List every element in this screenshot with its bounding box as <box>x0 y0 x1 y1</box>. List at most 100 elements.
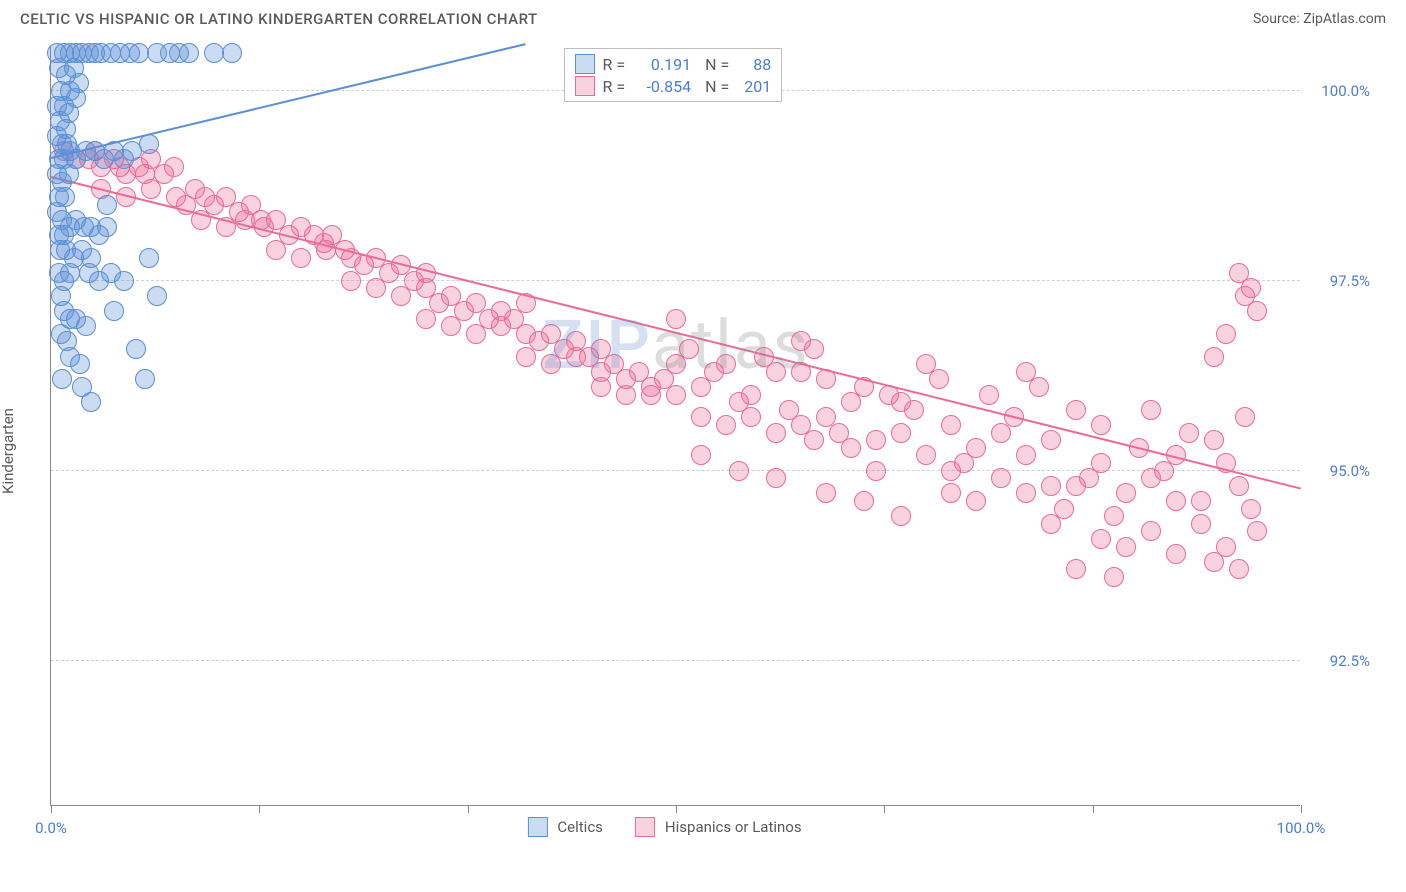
data-point-hispanics <box>1091 453 1111 473</box>
data-point-celtics <box>70 354 90 374</box>
data-point-hispanics <box>691 407 711 427</box>
data-point-hispanics <box>1104 567 1124 587</box>
data-point-hispanics <box>1041 514 1061 534</box>
y-tick-label: 100.0% <box>1321 82 1370 100</box>
data-point-celtics <box>97 217 117 237</box>
data-point-hispanics <box>991 423 1011 443</box>
data-point-hispanics <box>1204 347 1224 367</box>
x-tick <box>676 805 677 813</box>
data-point-hispanics <box>666 385 686 405</box>
data-point-hispanics <box>1016 362 1036 382</box>
data-point-celtics <box>135 369 155 389</box>
data-point-hispanics <box>1235 407 1255 427</box>
y-tick-label: 95.0% <box>1330 462 1370 480</box>
data-point-hispanics <box>1091 529 1111 549</box>
data-point-hispanics <box>766 468 786 488</box>
data-point-hispanics <box>441 316 461 336</box>
gridline <box>51 280 1300 281</box>
data-point-hispanics <box>941 483 961 503</box>
data-point-hispanics <box>566 347 586 367</box>
legend-label-hispanics: Hispanics or Latinos <box>665 818 802 836</box>
data-point-celtics <box>66 88 86 108</box>
data-point-hispanics <box>716 354 736 374</box>
chart-title: CELTIC VS HISPANIC OR LATINO KINDERGARTE… <box>20 10 538 28</box>
y-tick-label: 92.5% <box>1330 652 1370 670</box>
data-point-hispanics <box>1066 559 1086 579</box>
data-point-hispanics <box>941 461 961 481</box>
data-point-hispanics <box>1041 476 1061 496</box>
data-point-hispanics <box>1216 324 1236 344</box>
y-axis-label: Kindergarten <box>0 408 17 494</box>
legend-swatch-hispanics <box>635 817 655 837</box>
data-point-hispanics <box>1066 476 1086 496</box>
data-point-hispanics <box>741 385 761 405</box>
data-point-hispanics <box>1166 491 1186 511</box>
stats-n-label: N = <box>705 55 729 74</box>
data-point-celtics <box>76 316 96 336</box>
data-point-hispanics <box>804 339 824 359</box>
stats-n-label: N = <box>705 77 729 96</box>
data-point-hispanics <box>766 423 786 443</box>
data-point-hispanics <box>466 324 486 344</box>
data-point-hispanics <box>679 339 699 359</box>
data-point-hispanics <box>641 385 661 405</box>
data-point-hispanics <box>766 362 786 382</box>
data-point-hispanics <box>941 415 961 435</box>
data-point-hispanics <box>1191 514 1211 534</box>
x-tick-label: 0.0% <box>35 819 67 837</box>
data-point-hispanics <box>366 278 386 298</box>
chart-source: Source: ZipAtlas.com <box>1253 11 1386 27</box>
data-point-hispanics <box>691 445 711 465</box>
data-point-hispanics <box>841 438 861 458</box>
data-point-hispanics <box>916 354 936 374</box>
data-point-celtics <box>60 263 80 283</box>
legend-bottom: CelticsHispanics or Latinos <box>527 817 823 837</box>
data-point-hispanics <box>854 491 874 511</box>
data-point-hispanics <box>966 438 986 458</box>
x-tick <box>1093 805 1094 813</box>
data-point-hispanics <box>891 423 911 443</box>
x-tick <box>1301 805 1302 813</box>
data-point-celtics <box>147 286 167 306</box>
data-point-hispanics <box>741 407 761 427</box>
x-tick <box>51 805 52 813</box>
x-tick-label: 100.0% <box>1277 819 1326 837</box>
data-point-hispanics <box>1116 483 1136 503</box>
data-point-hispanics <box>1104 506 1124 526</box>
data-point-hispanics <box>1204 430 1224 450</box>
data-point-hispanics <box>866 430 886 450</box>
data-point-hispanics <box>1229 476 1249 496</box>
stats-r-label: R = <box>603 77 626 96</box>
data-point-hispanics <box>1204 552 1224 572</box>
data-point-hispanics <box>991 468 1011 488</box>
stats-r-label: R = <box>603 55 626 74</box>
data-point-hispanics <box>491 316 511 336</box>
data-point-hispanics <box>1229 559 1249 579</box>
data-point-hispanics <box>1016 445 1036 465</box>
stats-row: R =0.191N =88 <box>575 53 772 75</box>
data-point-hispanics <box>816 483 836 503</box>
legend-swatch-celtics <box>575 54 595 74</box>
data-point-hispanics <box>1241 499 1261 519</box>
data-point-hispanics <box>666 309 686 329</box>
data-point-celtics <box>126 339 146 359</box>
legend-swatch-hispanics <box>575 76 595 96</box>
x-tick <box>468 805 469 813</box>
data-point-hispanics <box>141 179 161 199</box>
data-point-celtics <box>52 369 72 389</box>
stats-r-value: -0.854 <box>633 77 691 96</box>
data-point-hispanics <box>916 445 936 465</box>
data-point-hispanics <box>966 491 986 511</box>
data-point-celtics <box>81 392 101 412</box>
data-point-celtics <box>179 43 199 63</box>
data-point-hispanics <box>541 354 561 374</box>
data-point-celtics <box>222 43 242 63</box>
stats-row: R =-0.854N =201 <box>575 75 772 97</box>
y-tick-label: 97.5% <box>1330 272 1370 290</box>
data-point-hispanics <box>979 385 999 405</box>
data-point-celtics <box>104 301 124 321</box>
data-point-hispanics <box>891 506 911 526</box>
data-point-hispanics <box>1016 483 1036 503</box>
plot-area: 92.5%95.0%97.5%100.0%0.0%100.0%ZIPatlasR… <box>50 46 1300 806</box>
data-point-hispanics <box>1116 537 1136 557</box>
